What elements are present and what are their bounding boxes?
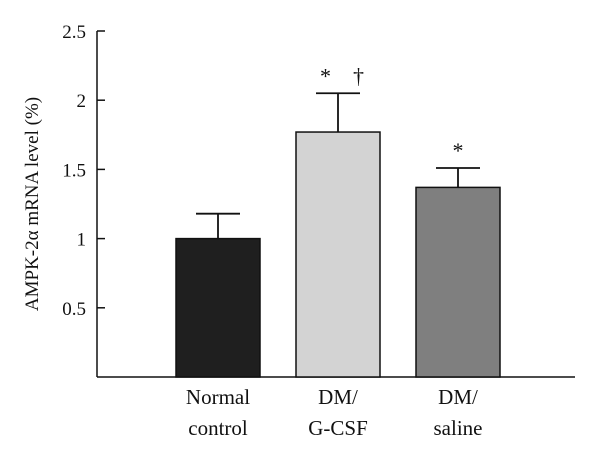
category-labels: Normal control DM/G-CSF DM/saline (186, 385, 483, 440)
bar (295, 131, 381, 378)
significance-label: * † (320, 63, 364, 88)
y-ticks: 0.5 1 1.5 2 2.5 (62, 22, 105, 320)
y-axis: 0.5 1 1.5 2 2.5 (62, 22, 105, 377)
category-label: control (188, 416, 248, 440)
bars: * † * (175, 63, 501, 378)
y-tick-label: 2 (77, 91, 87, 112)
bar (415, 186, 501, 378)
category-label: DM/ (438, 385, 478, 409)
category-label: G-CSF (308, 416, 368, 440)
significance-label: * (453, 138, 464, 163)
y-axis-label: AMPK-2α mRNA level (%) (22, 97, 43, 311)
category-label: saline (434, 416, 483, 440)
y-tick-label: 0.5 (62, 299, 86, 320)
y-tick-label: 2.5 (62, 22, 86, 43)
bar (175, 237, 261, 378)
category-label: DM/ (318, 385, 358, 409)
bar-group: * † (295, 63, 381, 378)
category-label: Normal (186, 385, 250, 409)
y-tick-label: 1 (77, 230, 87, 251)
bar-group: * (415, 138, 501, 378)
bar-group (175, 212, 261, 378)
y-tick-label: 1.5 (62, 160, 86, 181)
